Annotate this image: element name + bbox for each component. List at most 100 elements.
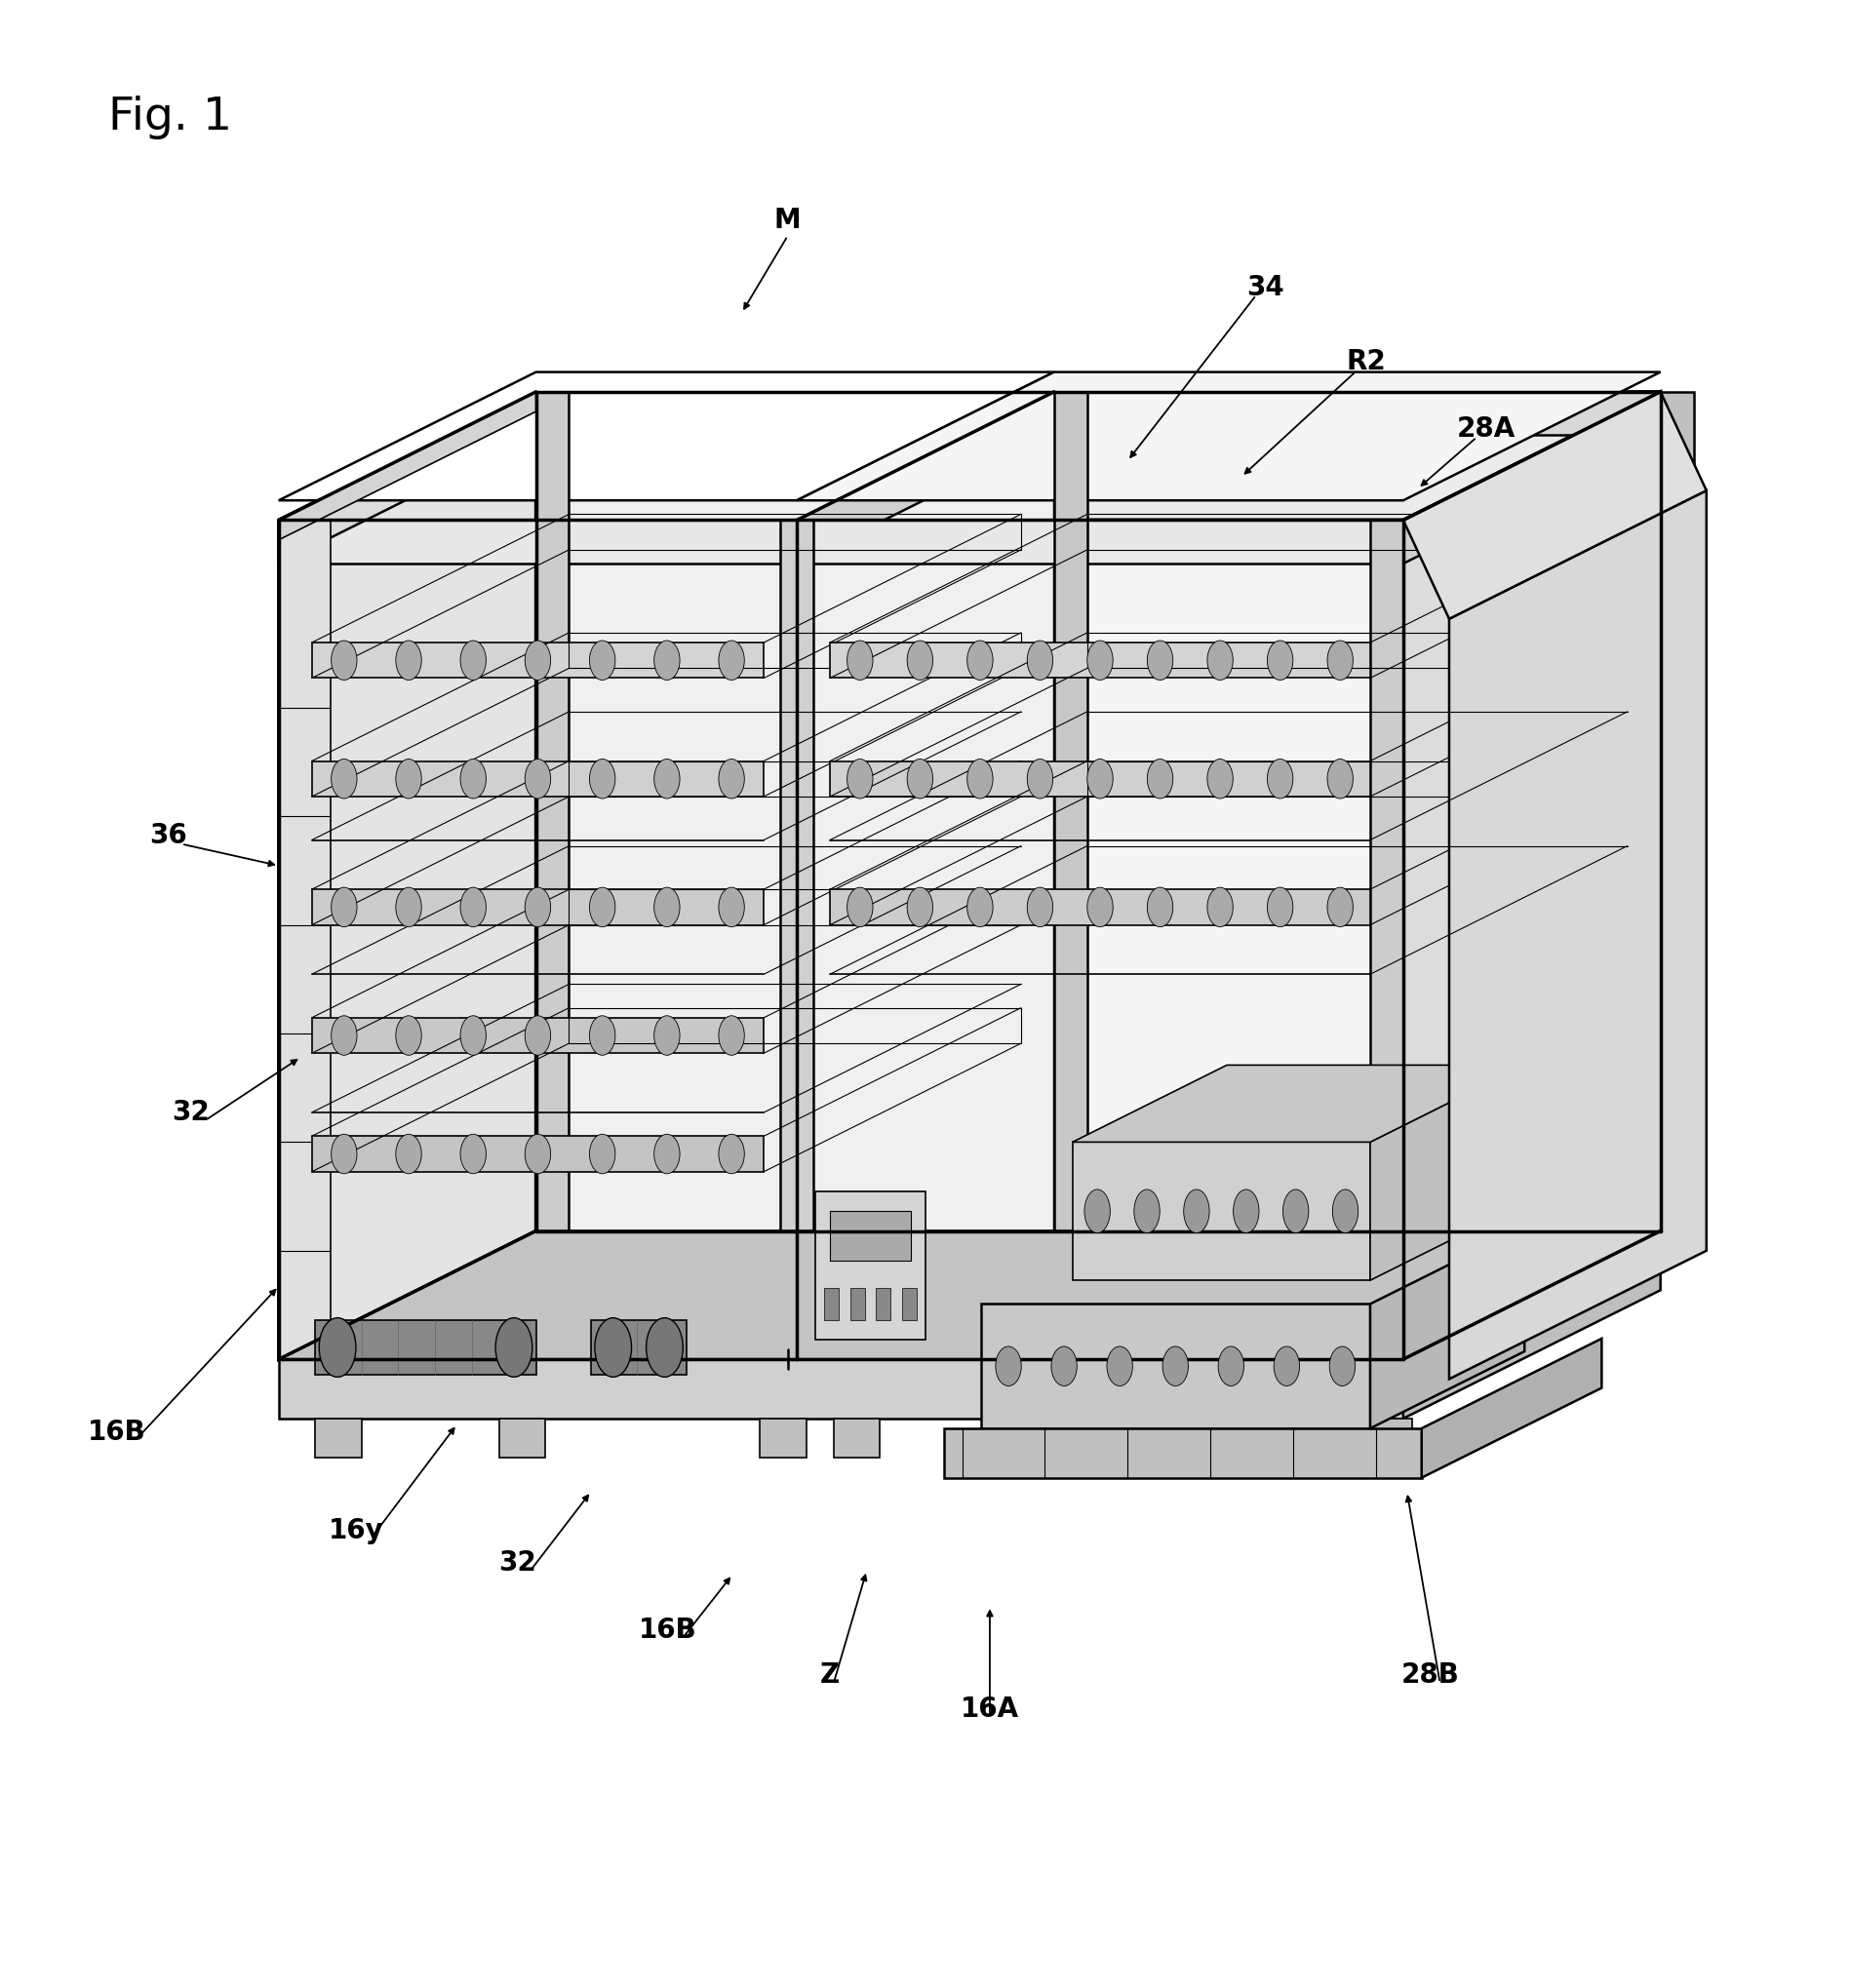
Ellipse shape <box>1327 887 1353 926</box>
Polygon shape <box>829 761 1370 797</box>
Ellipse shape <box>1148 640 1174 680</box>
Ellipse shape <box>396 1135 422 1173</box>
Ellipse shape <box>646 1318 683 1378</box>
Ellipse shape <box>396 887 422 926</box>
Ellipse shape <box>1183 1189 1209 1233</box>
Ellipse shape <box>718 759 744 799</box>
Polygon shape <box>798 521 1403 563</box>
Polygon shape <box>761 1419 805 1457</box>
Ellipse shape <box>848 759 874 799</box>
Ellipse shape <box>396 1016 422 1056</box>
Polygon shape <box>500 1419 546 1457</box>
Ellipse shape <box>1087 759 1112 799</box>
Ellipse shape <box>1327 759 1353 799</box>
Ellipse shape <box>526 1016 550 1056</box>
Ellipse shape <box>1329 1346 1355 1386</box>
Text: M: M <box>774 207 801 235</box>
Ellipse shape <box>1283 1189 1309 1233</box>
Polygon shape <box>876 1288 890 1320</box>
Ellipse shape <box>589 759 615 799</box>
Polygon shape <box>1072 1141 1370 1280</box>
Ellipse shape <box>496 1318 533 1378</box>
Ellipse shape <box>1027 640 1053 680</box>
Ellipse shape <box>313 912 328 936</box>
Text: 16A: 16A <box>961 1696 1020 1722</box>
Polygon shape <box>1370 521 1403 1360</box>
Text: Z: Z <box>820 1662 840 1690</box>
Polygon shape <box>850 1288 864 1320</box>
Polygon shape <box>537 392 568 1231</box>
Ellipse shape <box>461 1135 487 1173</box>
Ellipse shape <box>1207 640 1233 680</box>
Ellipse shape <box>331 640 357 680</box>
Polygon shape <box>537 392 1053 1231</box>
Polygon shape <box>901 1288 916 1320</box>
Ellipse shape <box>718 887 744 926</box>
Polygon shape <box>280 392 1053 521</box>
Polygon shape <box>280 521 311 1360</box>
Text: 28A: 28A <box>1457 415 1516 443</box>
Polygon shape <box>829 1211 911 1260</box>
Polygon shape <box>833 1419 879 1457</box>
Polygon shape <box>280 1360 1403 1419</box>
Ellipse shape <box>907 640 933 680</box>
Ellipse shape <box>1207 759 1233 799</box>
Ellipse shape <box>1027 887 1053 926</box>
Ellipse shape <box>331 1135 357 1173</box>
Polygon shape <box>1422 1338 1601 1477</box>
Polygon shape <box>1370 1227 1525 1429</box>
Polygon shape <box>1053 392 1660 435</box>
Polygon shape <box>1183 1419 1229 1457</box>
Polygon shape <box>1370 1066 1525 1280</box>
Polygon shape <box>824 1288 839 1320</box>
Ellipse shape <box>1148 759 1174 799</box>
Polygon shape <box>311 1018 764 1054</box>
Ellipse shape <box>1085 1189 1111 1233</box>
Ellipse shape <box>1135 1189 1161 1233</box>
Ellipse shape <box>968 759 992 799</box>
Ellipse shape <box>968 640 992 680</box>
Polygon shape <box>944 1429 1422 1477</box>
Polygon shape <box>798 372 1660 501</box>
Ellipse shape <box>996 1346 1022 1386</box>
Polygon shape <box>798 392 1660 521</box>
Polygon shape <box>537 392 1053 435</box>
Ellipse shape <box>653 1016 679 1056</box>
Polygon shape <box>1366 1419 1412 1457</box>
Ellipse shape <box>461 1016 487 1056</box>
Ellipse shape <box>594 1318 631 1378</box>
Ellipse shape <box>1233 1189 1259 1233</box>
Polygon shape <box>280 392 537 541</box>
Polygon shape <box>798 392 1053 563</box>
Polygon shape <box>1403 392 1660 1360</box>
Text: Fig. 1: Fig. 1 <box>107 95 231 139</box>
Ellipse shape <box>653 640 679 680</box>
Polygon shape <box>1449 491 1707 1380</box>
Ellipse shape <box>848 640 874 680</box>
Polygon shape <box>781 521 813 1360</box>
Ellipse shape <box>1051 1346 1077 1386</box>
Ellipse shape <box>313 1131 328 1153</box>
Ellipse shape <box>653 887 679 926</box>
Ellipse shape <box>718 1016 744 1056</box>
Ellipse shape <box>461 759 487 799</box>
Ellipse shape <box>1087 640 1112 680</box>
Ellipse shape <box>1327 640 1353 680</box>
Polygon shape <box>829 889 1370 924</box>
Ellipse shape <box>1148 887 1174 926</box>
Ellipse shape <box>1268 759 1294 799</box>
Polygon shape <box>1660 392 1694 1231</box>
Ellipse shape <box>1027 759 1053 799</box>
Ellipse shape <box>1207 887 1233 926</box>
Ellipse shape <box>526 887 550 926</box>
Polygon shape <box>1072 1066 1525 1141</box>
Ellipse shape <box>1087 887 1112 926</box>
Ellipse shape <box>526 759 550 799</box>
Ellipse shape <box>1218 1346 1244 1386</box>
Ellipse shape <box>907 887 933 926</box>
Text: 34: 34 <box>1246 274 1285 300</box>
Polygon shape <box>315 1419 361 1457</box>
Ellipse shape <box>313 696 328 720</box>
Polygon shape <box>280 1231 1660 1360</box>
Polygon shape <box>981 1304 1370 1429</box>
